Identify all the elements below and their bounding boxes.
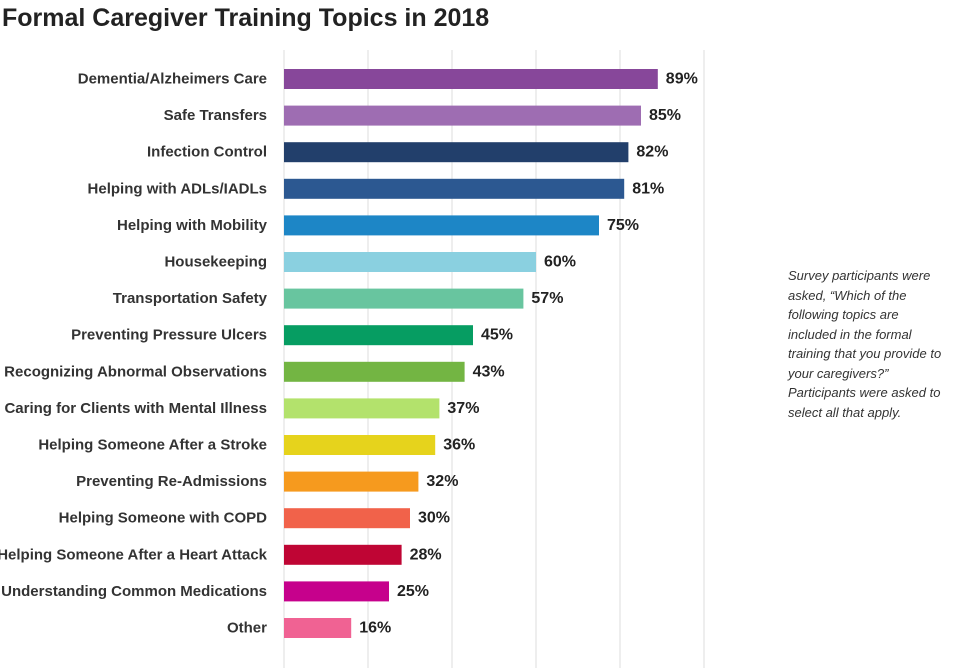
- bar: [284, 69, 658, 89]
- category-label: Preventing Pressure Ulcers: [71, 327, 267, 344]
- category-label: Dementia/Alzheimers Care: [78, 71, 267, 88]
- bar: [284, 508, 410, 529]
- bar: [284, 618, 352, 638]
- bar: [284, 544, 402, 565]
- chart-title: Formal Caregiver Training Topics in 2018: [2, 4, 490, 32]
- category-label: Infection Control: [147, 144, 267, 161]
- category-label: Helping with ADLs/IADLs: [88, 180, 267, 197]
- bar: [284, 435, 436, 455]
- value-label: 85%: [649, 107, 681, 124]
- value-labels: 89% 85% 82% 81% 75% 60% 57% 45% 43% 37% 36% 32% 30% 2…: [359, 71, 698, 637]
- category-label: Helping Someone After a Stroke: [38, 437, 267, 454]
- value-label: 89%: [666, 71, 698, 88]
- value-label: 43%: [473, 363, 505, 380]
- bar: [284, 288, 524, 309]
- category-label: Helping Someone After a Heart Attack: [0, 546, 268, 563]
- value-label: 16%: [359, 620, 391, 637]
- category-label: Helping with Mobility: [117, 217, 268, 234]
- category-label: Helping Someone with COPD: [59, 510, 268, 527]
- value-label: 28%: [410, 546, 442, 563]
- value-label: 81%: [632, 180, 664, 197]
- value-label: 32%: [426, 473, 458, 490]
- bar: [284, 142, 629, 163]
- bar: [284, 325, 473, 346]
- category-label: Transportation Safety: [113, 290, 268, 307]
- category-label: Caring for Clients with Mental Illness: [4, 400, 267, 417]
- bar: [284, 581, 389, 602]
- bar: [284, 215, 599, 236]
- value-label: 45%: [481, 327, 513, 344]
- category-labels: Dementia/Alzheimers Care Safe Transfers In…: [0, 71, 268, 637]
- value-label: 82%: [636, 144, 668, 161]
- category-label: Housekeeping: [164, 254, 267, 271]
- value-label: 30%: [418, 510, 450, 527]
- category-label: Safe Transfers: [164, 107, 267, 124]
- value-label: 75%: [607, 217, 639, 234]
- bar: [284, 361, 465, 382]
- bar: [284, 471, 419, 492]
- survey-note: Survey participants were asked, “Which o…: [788, 268, 942, 420]
- value-label: 25%: [397, 583, 429, 600]
- value-label: 37%: [447, 400, 479, 417]
- value-label: 60%: [544, 254, 576, 271]
- category-label: Understanding Common Medications: [1, 583, 267, 600]
- category-label: Preventing Re-Admissions: [76, 473, 267, 490]
- category-label: Recognizing Abnormal Observations: [4, 363, 267, 380]
- bar: [284, 252, 536, 272]
- value-label: 57%: [531, 290, 563, 307]
- bar: [284, 398, 440, 419]
- bar: [284, 105, 641, 126]
- category-label: Other: [227, 620, 267, 637]
- bar: [284, 178, 625, 199]
- bars: [284, 69, 658, 638]
- value-label: 36%: [443, 437, 475, 454]
